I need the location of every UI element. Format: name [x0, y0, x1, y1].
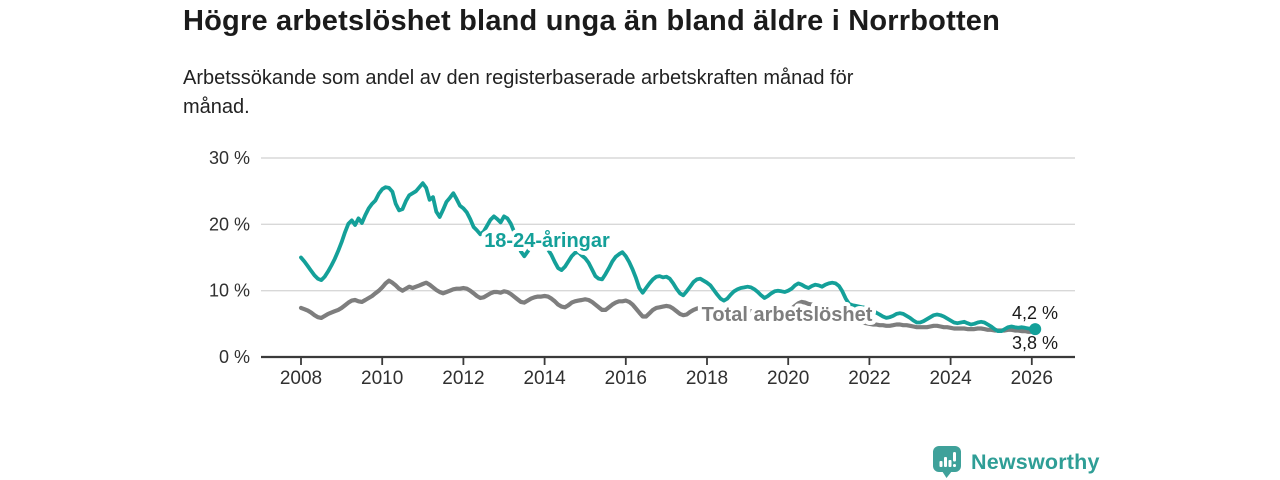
x-tick-label: 2020: [767, 368, 809, 389]
end-value-label-youth: 4,2 %: [1012, 303, 1058, 323]
x-tick-label: 2018: [686, 368, 728, 389]
y-tick-label: 0 %: [219, 347, 250, 367]
end-value-label-total: 3,8 %: [1012, 333, 1058, 353]
series-label-total: Total arbetslöshet: [702, 304, 873, 326]
series-line-total: [298, 278, 1038, 334]
newsworthy-icon: [933, 446, 961, 478]
x-tick-label: 2014: [523, 368, 566, 389]
x-tick-label: 2010: [361, 368, 403, 389]
newsworthy-logo[interactable]: Newsworthy: [932, 444, 1100, 480]
chart-subtitle: Arbetssökande som andel av den registerb…: [183, 64, 853, 122]
x-tick-label: 2022: [848, 368, 890, 389]
x-tick-label: 2026: [1011, 368, 1053, 389]
page-title: Högre arbetslöshet bland unga än bland ä…: [183, 5, 1001, 37]
x-tick-label: 2012: [442, 368, 484, 389]
x-tick-label: 2024: [929, 368, 972, 389]
chart-subtitle-line-2: månad.: [183, 96, 250, 118]
y-tick-label: 10 %: [209, 281, 250, 301]
series-line-youth: [299, 181, 1038, 333]
newsworthy-wordmark: Newsworthy: [971, 449, 1100, 474]
x-tick-label: 2008: [280, 368, 322, 389]
series-end-dot-youth: [1029, 323, 1042, 336]
chart-subtitle-line-1: Arbetssökande som andel av den registerb…: [183, 67, 854, 89]
series-label-youth: 18-24-åringar: [484, 229, 610, 252]
y-tick-label: 30 %: [209, 148, 250, 168]
x-tick-label: 2016: [605, 368, 647, 389]
y-tick-label: 20 %: [209, 214, 250, 234]
